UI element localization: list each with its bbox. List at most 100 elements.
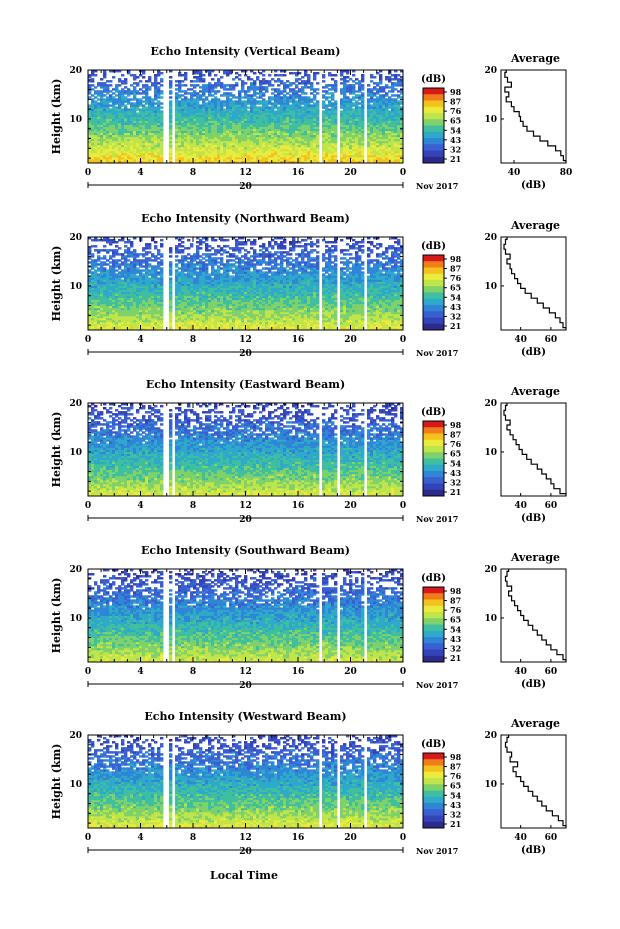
heatmap-cell bbox=[226, 72, 230, 75]
heatmap-cell bbox=[274, 98, 278, 101]
heatmap-cell bbox=[298, 130, 302, 134]
heatmap-cell bbox=[175, 146, 179, 150]
heatmap-cell bbox=[361, 94, 365, 97]
heatmap-cell bbox=[217, 98, 221, 101]
heatmap-cell bbox=[385, 152, 389, 156]
heatmap-cell bbox=[208, 154, 212, 158]
heatmap-cell bbox=[184, 72, 188, 75]
heatmap-cell bbox=[271, 160, 275, 164]
heatmap-cell bbox=[244, 96, 248, 99]
heatmap-cell bbox=[154, 138, 158, 142]
heatmap-cell bbox=[307, 116, 311, 119]
heatmap-cell bbox=[217, 78, 221, 81]
heatmap-cell bbox=[133, 267, 137, 270]
heatmap-cell bbox=[214, 128, 218, 132]
heatmap-cell bbox=[379, 130, 383, 134]
heatmap-cell bbox=[157, 110, 161, 113]
heatmap-cell bbox=[217, 138, 221, 142]
heatmap-cell bbox=[307, 142, 311, 146]
heatmap-cell bbox=[118, 307, 122, 311]
heatmap-cell bbox=[217, 122, 221, 125]
heatmap-cell bbox=[169, 122, 173, 125]
heatmap-cell bbox=[103, 140, 107, 144]
heatmap-cell bbox=[127, 150, 131, 154]
heatmap-cell bbox=[184, 148, 188, 152]
heatmap-cell bbox=[106, 275, 110, 278]
heatmap-cell bbox=[352, 154, 356, 158]
heatmap-cell bbox=[391, 118, 395, 121]
heatmap-cell bbox=[334, 110, 338, 113]
heatmap-cell bbox=[328, 108, 332, 111]
heatmap-cell bbox=[91, 283, 95, 286]
heatmap-cell bbox=[277, 152, 281, 156]
heatmap-cell bbox=[238, 78, 242, 81]
heatmap-cell bbox=[121, 253, 125, 256]
heatmap-cell bbox=[349, 136, 353, 140]
heatmap-cell bbox=[187, 128, 191, 132]
heatmap-cell bbox=[253, 142, 257, 146]
heatmap-cell bbox=[331, 128, 335, 132]
heatmap-cell bbox=[91, 303, 95, 307]
heatmap-cell bbox=[280, 150, 284, 154]
heatmap-cell bbox=[259, 92, 263, 95]
heatmap-cell bbox=[343, 80, 347, 83]
heatmap-cell bbox=[97, 321, 101, 325]
heatmap-cell bbox=[91, 279, 95, 282]
heatmap-cell bbox=[94, 154, 98, 158]
heatmap-cell bbox=[220, 154, 224, 158]
heatmap-cell bbox=[289, 140, 293, 144]
heatmap-cell bbox=[193, 154, 197, 158]
heatmap-cell bbox=[154, 140, 158, 144]
heatmap-cell bbox=[301, 92, 305, 95]
heatmap-cell bbox=[271, 136, 275, 140]
heatmap-cell bbox=[127, 317, 131, 321]
heatmap-cell bbox=[232, 146, 236, 150]
heatmap-cell bbox=[253, 112, 257, 115]
heatmap-cell bbox=[241, 126, 245, 130]
heatmap-cell bbox=[91, 112, 95, 115]
heatmap-cell bbox=[148, 98, 152, 101]
heatmap-cell bbox=[211, 98, 215, 101]
heatmap-cell bbox=[106, 140, 110, 144]
heatmap-cell bbox=[397, 80, 401, 83]
heatmap-cell bbox=[142, 92, 146, 95]
heatmap-cell bbox=[175, 80, 179, 83]
heatmap-cell bbox=[121, 132, 125, 136]
heatmap-cell bbox=[244, 122, 248, 125]
heatmap-cell bbox=[382, 156, 386, 160]
heatmap-cell bbox=[184, 120, 188, 123]
heatmap-cell bbox=[346, 160, 350, 164]
heatmap-cell bbox=[373, 134, 377, 138]
heatmap-cell bbox=[340, 110, 344, 113]
heatmap-cell bbox=[88, 96, 92, 99]
heatmap-cell bbox=[127, 295, 131, 299]
heatmap-cell bbox=[94, 156, 98, 160]
heatmap-cell bbox=[265, 114, 269, 117]
heatmap-cell bbox=[100, 283, 104, 286]
heatmap-cell bbox=[247, 144, 251, 148]
heatmap-cell bbox=[250, 138, 254, 142]
heatmap-cell bbox=[157, 72, 161, 75]
heatmap-cell bbox=[376, 142, 380, 146]
heatmap-cell bbox=[313, 108, 317, 111]
heatmap-cell bbox=[262, 148, 266, 152]
heatmap-cell bbox=[397, 108, 401, 111]
heatmap-cell bbox=[91, 150, 95, 154]
heatmap-cell bbox=[124, 98, 128, 101]
heatmap-cell bbox=[298, 118, 302, 121]
heatmap-cell bbox=[331, 154, 335, 158]
heatmap-cell bbox=[193, 110, 197, 113]
heatmap-cell bbox=[394, 88, 398, 91]
heatmap-cell bbox=[157, 154, 161, 158]
heatmap-cell bbox=[280, 136, 284, 140]
heatmap-cell bbox=[334, 130, 338, 134]
heatmap-cell bbox=[217, 134, 221, 138]
heatmap-cell bbox=[106, 90, 110, 93]
heatmap-cell bbox=[103, 307, 107, 311]
heatmap-cell bbox=[154, 132, 158, 136]
heatmap-cell bbox=[328, 160, 332, 164]
heatmap-cell bbox=[151, 136, 155, 140]
heatmap-cell bbox=[229, 130, 233, 134]
heatmap-cell bbox=[145, 251, 149, 254]
heatmap-cell bbox=[154, 116, 158, 119]
